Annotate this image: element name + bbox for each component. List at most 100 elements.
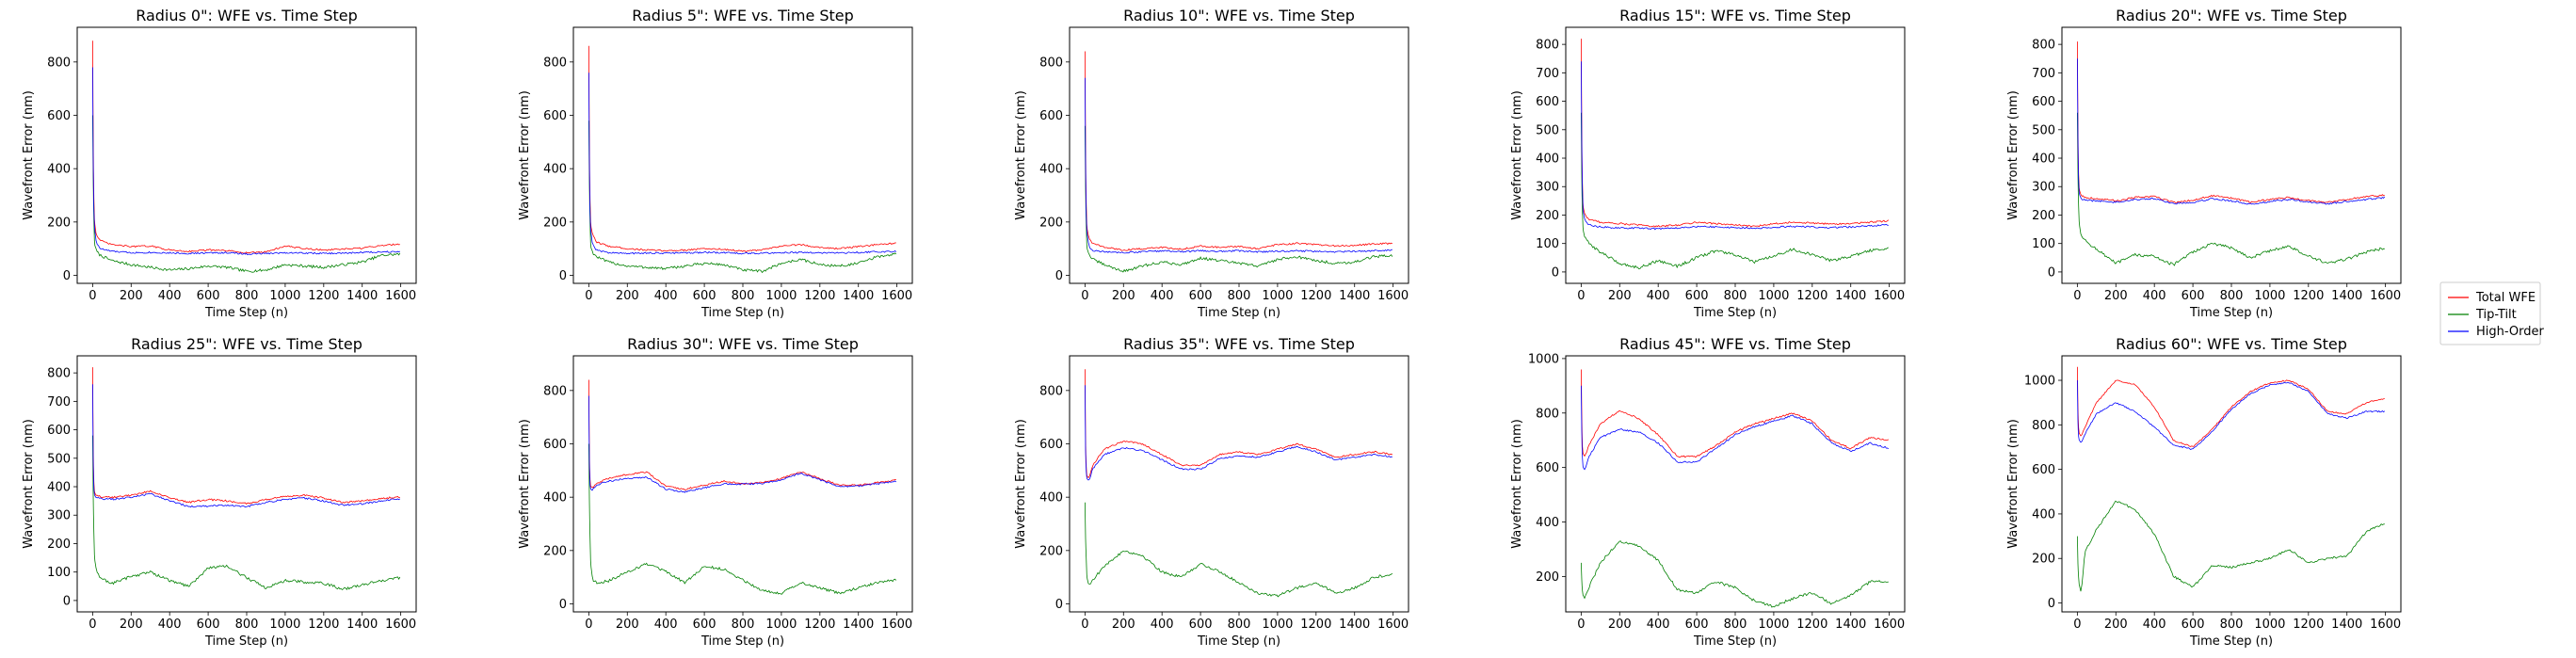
- x-tick-label: 1000: [269, 289, 300, 303]
- axes-frame: [572, 26, 913, 284]
- y-tick-label: 800: [1536, 407, 1559, 421]
- x-tick-label: 400: [654, 618, 678, 632]
- y-tick-label: 400: [1536, 516, 1559, 530]
- series-line-tip-tilt: [92, 435, 401, 591]
- x-tick-label: 400: [158, 618, 182, 632]
- y-tick-label: 200: [543, 544, 567, 558]
- x-tick-label: 400: [1647, 618, 1670, 632]
- x-tick-label: 1000: [2254, 289, 2285, 303]
- series-line-total-wfe: [92, 367, 400, 505]
- series-line-high-order: [92, 384, 401, 508]
- x-tick-label: 1400: [1339, 289, 1370, 303]
- x-axis-label: Time Step (n): [2189, 634, 2273, 649]
- x-tick-label: 0: [1081, 618, 1088, 632]
- x-tick-label: 0: [585, 289, 592, 303]
- y-tick-label: 800: [2032, 419, 2055, 433]
- axes-frame: [76, 355, 417, 613]
- subplot-6: 0 200 400 600 800 1000 1200 1400 1600 0 100 200 300 4…: [22, 335, 417, 649]
- x-tick-label: 1400: [843, 618, 874, 632]
- y-tick-label: 300: [47, 509, 71, 523]
- series-line-total-wfe: [1581, 39, 1890, 228]
- y-tick-label: 200: [1536, 209, 1559, 223]
- series-line-tip-tilt: [2077, 112, 2385, 266]
- y-tick-label: 700: [1536, 67, 1559, 81]
- y-tick-label: 500: [1536, 123, 1559, 137]
- x-tick-label: 200: [616, 618, 639, 632]
- y-tick-label: 0: [63, 594, 71, 608]
- x-tick-label: 0: [2073, 618, 2081, 632]
- x-tick-label: 800: [235, 618, 259, 632]
- subplot-title: Radius 60": WFE vs. Time Step: [2116, 335, 2347, 353]
- y-axis-label: Wavefront Error (nm): [2006, 419, 2021, 549]
- y-tick-label: 0: [1055, 598, 1063, 612]
- subplot-1: 0 200 400 600 800 1000 1200 1400 1600 0 200 400 600 8…: [22, 7, 417, 320]
- x-axis-label: Time Step (n): [1693, 306, 1777, 320]
- subplot-9: 0 200 400 600 800 1000 1200 1400 1600 200 400 600 80…: [1510, 335, 1906, 649]
- y-tick-label: 700: [47, 395, 71, 409]
- y-tick-label: 400: [1039, 491, 1063, 506]
- y-tick-label: 200: [543, 216, 567, 230]
- x-tick-label: 1600: [1874, 289, 1905, 303]
- y-tick-label: 800: [1039, 56, 1063, 70]
- y-axis-label: Wavefront Error (nm): [1510, 90, 1524, 220]
- x-tick-label: 600: [693, 289, 716, 303]
- x-tick-label: 1600: [385, 618, 416, 632]
- y-tick-label: 400: [543, 163, 567, 177]
- series-line-high-order: [1581, 385, 1889, 471]
- x-axis-label: Time Step (n): [700, 634, 784, 649]
- series-line-high-order: [588, 72, 897, 255]
- subplot-4: 0 200 400 600 800 1000 1200 1400 1600 0 100 200 300 4…: [1510, 7, 1906, 320]
- series-line-high-order: [588, 395, 897, 493]
- x-tick-label: 200: [120, 618, 143, 632]
- y-tick-label: 600: [2032, 95, 2055, 109]
- series-line-total-wfe: [1581, 369, 1889, 458]
- x-tick-label: 1000: [1758, 289, 1789, 303]
- y-tick-label: 600: [1536, 461, 1559, 475]
- subplot-title: Radius 45": WFE vs. Time Step: [1619, 335, 1851, 353]
- x-tick-label: 400: [654, 289, 678, 303]
- x-tick-label: 200: [1112, 289, 1135, 303]
- y-tick-label: 0: [1552, 265, 1559, 280]
- y-axis-label: Wavefront Error (nm): [1014, 419, 1028, 549]
- y-tick-label: 400: [2032, 152, 2055, 167]
- y-tick-label: 400: [543, 491, 567, 506]
- x-tick-label: 1000: [269, 618, 300, 632]
- x-tick-label: 600: [2182, 289, 2205, 303]
- x-tick-label: 600: [693, 618, 716, 632]
- series-line-tip-tilt: [92, 115, 401, 273]
- y-axis-label: Wavefront Error (nm): [2006, 90, 2021, 220]
- subplot-title: Radius 30": WFE vs. Time Step: [627, 335, 859, 353]
- y-tick-label: 700: [2032, 67, 2055, 81]
- x-tick-label: 800: [732, 289, 755, 303]
- y-tick-label: 400: [2032, 507, 2055, 522]
- series-line-total-wfe: [588, 379, 896, 490]
- series-line-high-order: [2077, 58, 2386, 205]
- x-tick-label: 1200: [804, 289, 835, 303]
- x-tick-label: 800: [1724, 289, 1747, 303]
- x-tick-label: 0: [1577, 289, 1585, 303]
- x-tick-label: 200: [2104, 289, 2128, 303]
- x-tick-label: 1600: [2370, 289, 2401, 303]
- x-tick-label: 1000: [765, 289, 797, 303]
- x-tick-label: 1400: [346, 618, 378, 632]
- x-tick-label: 1400: [843, 289, 874, 303]
- subplot-title: Radius 0": WFE vs. Time Step: [136, 7, 358, 24]
- x-tick-label: 0: [2073, 289, 2081, 303]
- subplot-2: 0 200 400 600 800 1000 1200 1400 1600 0 200 400 600 8…: [518, 7, 913, 320]
- x-tick-label: 200: [1608, 618, 1632, 632]
- series-line-high-order: [92, 67, 401, 256]
- x-axis-label: Time Step (n): [204, 306, 288, 320]
- y-tick-label: 800: [543, 384, 567, 398]
- subplot-7: 0 200 400 600 800 1000 1200 1400 1600 0 200 400 600 8…: [518, 335, 913, 649]
- y-tick-label: 1000: [2024, 375, 2055, 389]
- series-line-tip-tilt: [1581, 540, 1889, 608]
- x-tick-label: 200: [616, 289, 639, 303]
- y-tick-label: 800: [1536, 39, 1559, 53]
- y-tick-label: 400: [47, 163, 71, 177]
- x-axis-label: Time Step (n): [204, 634, 288, 649]
- x-tick-label: 1600: [2370, 618, 2401, 632]
- y-tick-label: 800: [2032, 39, 2055, 53]
- y-tick-label: 200: [47, 216, 71, 230]
- x-tick-label: 1600: [881, 289, 912, 303]
